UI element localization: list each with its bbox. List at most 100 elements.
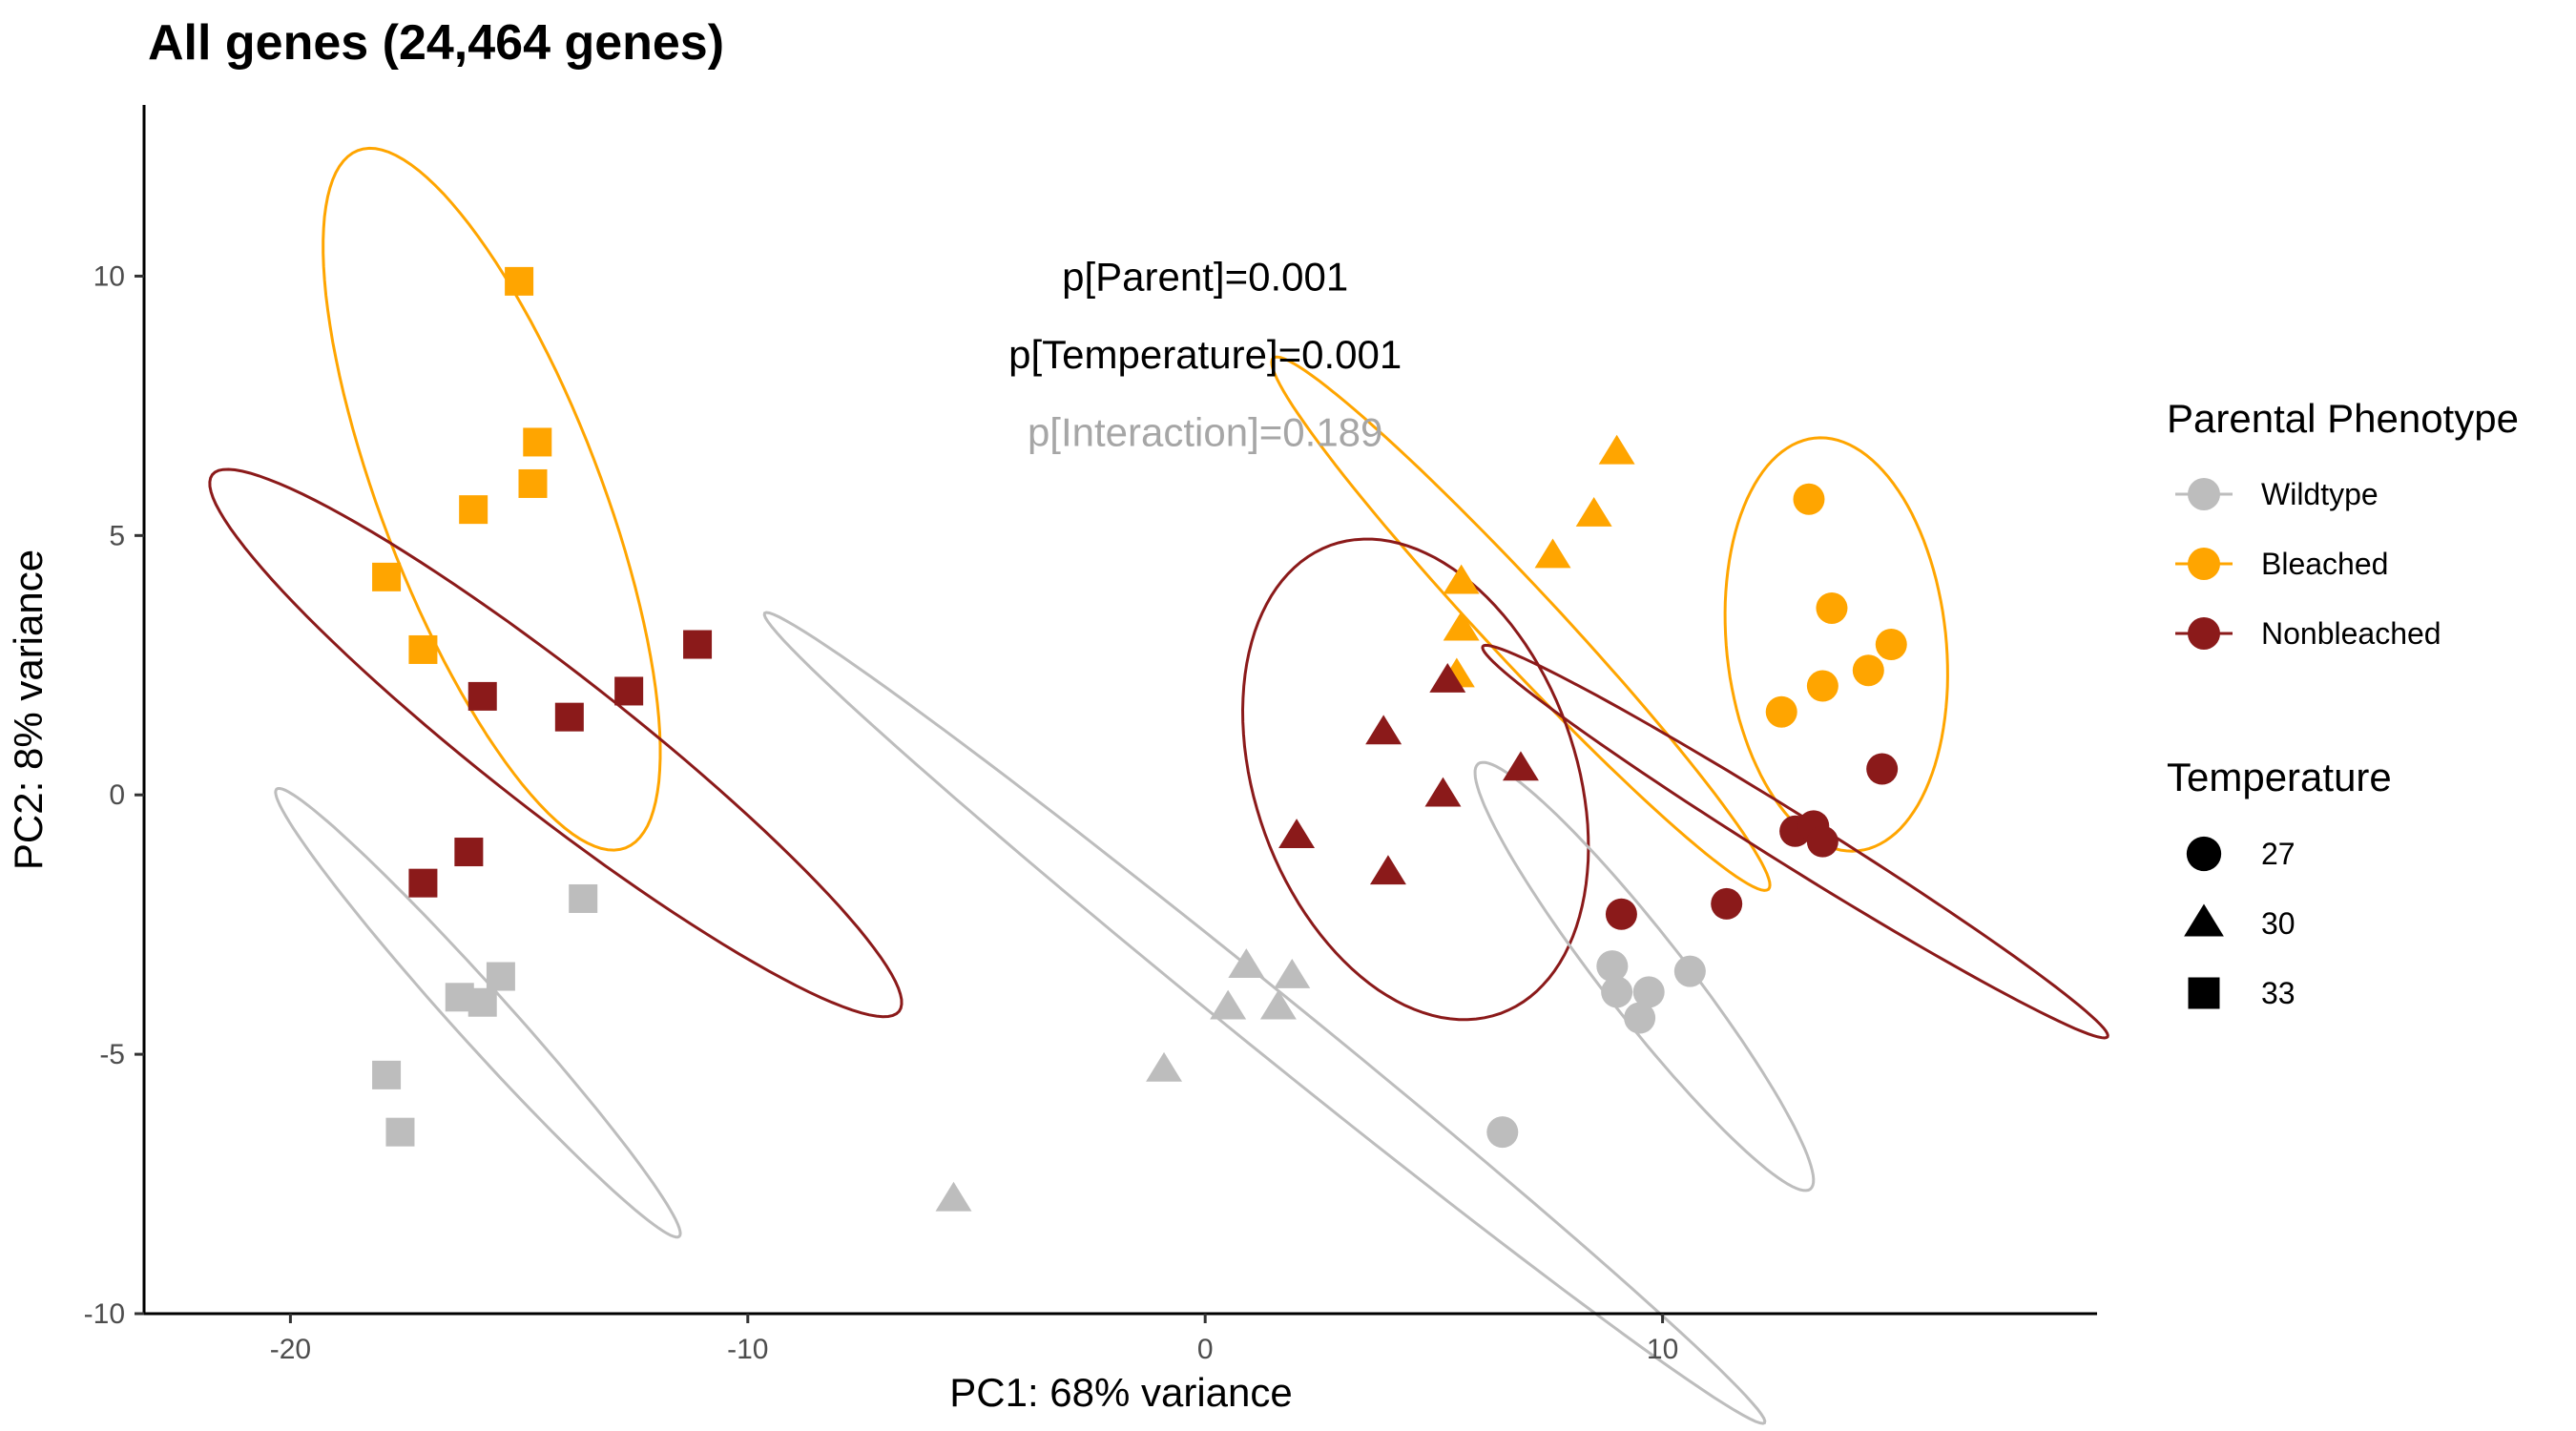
data-point <box>935 1181 972 1212</box>
series-bleached-33 <box>372 266 552 664</box>
series-wildtype-27 <box>1486 950 1706 1149</box>
ellipse-bleached-33 <box>322 146 662 852</box>
legend-shape-triangle <box>2184 903 2224 937</box>
data-point <box>1598 434 1635 465</box>
data-point <box>372 562 402 591</box>
data-point <box>505 266 534 296</box>
data-point <box>1806 670 1839 702</box>
data-point <box>683 630 713 659</box>
ellipse-wildtype-30 <box>762 611 1767 1425</box>
y-tick-label: 10 <box>93 260 125 292</box>
data-point <box>1596 950 1629 983</box>
legend-item-bleached: Bleached <box>2175 547 2388 581</box>
data-point <box>1866 753 1899 785</box>
data-point <box>1534 538 1571 569</box>
data-point <box>1443 611 1480 641</box>
data-point <box>1146 1051 1183 1082</box>
data-points <box>372 266 1907 1212</box>
data-point <box>1765 695 1797 728</box>
data-point <box>372 1060 402 1089</box>
ellipse-nonbleached-30 <box>1240 537 1590 1022</box>
y-axis-title: PC2: 8% variance <box>6 550 51 870</box>
stat-annotation: p[Interaction]=0.189 <box>1028 410 1382 455</box>
x-tick-label: 0 <box>1197 1334 1214 1365</box>
series-wildtype-30 <box>935 948 1311 1212</box>
series-nonbleached-30 <box>1278 662 1539 885</box>
legend-item-temperature-33: 33 <box>2188 976 2296 1010</box>
stat-annotation: p[Parent]=0.001 <box>1062 254 1348 299</box>
ellipse-nonbleached-27 <box>1481 643 2109 1040</box>
legend-temperature-items: 27 30 33 <box>2184 836 2296 1010</box>
data-point <box>1575 496 1612 527</box>
data-point <box>614 676 644 706</box>
series-bleached-27 <box>1765 483 1907 728</box>
data-point <box>467 987 497 1017</box>
data-point <box>523 427 552 457</box>
data-point <box>1424 777 1462 807</box>
data-point <box>1852 654 1884 687</box>
legend-label: 30 <box>2261 906 2296 941</box>
axis-ticks: -20 -10 0 10 -10 -5 0 5 10 <box>84 260 1679 1365</box>
data-point <box>454 838 484 867</box>
data-point <box>1793 483 1825 515</box>
data-point <box>1278 819 1316 849</box>
data-point <box>385 1117 415 1147</box>
y-tick-label: -5 <box>99 1039 125 1070</box>
legend-label: 33 <box>2261 976 2296 1010</box>
legend-swatch <box>2188 548 2220 580</box>
stat-annotation: p[Temperature]=0.001 <box>1008 332 1402 377</box>
ellipse-wildtype-33 <box>274 787 682 1239</box>
data-point <box>1605 898 1637 930</box>
x-tick-label: 10 <box>1647 1334 1678 1365</box>
legend-item-temperature-27: 27 <box>2186 836 2296 872</box>
legend-title-temperature: Temperature <box>2167 755 2392 799</box>
legend-item-wildtype: Wildtype <box>2175 477 2379 511</box>
data-point <box>1443 564 1480 594</box>
data-point <box>1369 855 1406 885</box>
data-point <box>1816 591 1848 624</box>
data-point <box>408 634 438 664</box>
data-point <box>1673 955 1706 987</box>
data-point <box>1228 948 1265 978</box>
data-point <box>1274 958 1311 988</box>
data-point <box>1502 751 1539 781</box>
legend: Parental Phenotype Wildtype Bleached Nonbl… <box>2167 396 2519 1010</box>
data-point <box>1624 1002 1656 1034</box>
axes <box>142 105 2097 1316</box>
data-point <box>467 681 497 711</box>
data-point <box>1806 825 1839 858</box>
data-point <box>1632 976 1665 1008</box>
legend-label: Wildtype <box>2261 477 2379 511</box>
data-point <box>1429 662 1466 693</box>
legend-label: Bleached <box>2261 547 2388 581</box>
data-point <box>1486 1116 1519 1149</box>
data-point <box>554 702 584 732</box>
ellipse-bleached-27 <box>1723 436 1949 853</box>
series-nonbleached-27 <box>1605 753 1899 930</box>
data-point <box>1601 976 1633 1008</box>
data-point <box>1259 989 1297 1020</box>
ellipse-nonbleached-33 <box>208 467 904 1019</box>
data-point <box>1875 629 1907 661</box>
legend-swatch <box>2188 617 2220 650</box>
legend-label: 27 <box>2261 837 2296 871</box>
data-point <box>1365 715 1402 745</box>
x-axis-title: PC1: 68% variance <box>949 1370 1293 1415</box>
data-point <box>486 962 515 991</box>
series-bleached-30 <box>1438 434 1635 688</box>
stat-annotations: p[Parent]=0.001 p[Temperature]=0.001 p[Int… <box>1008 254 1402 454</box>
x-tick-label: -20 <box>270 1334 311 1365</box>
legend-item-nonbleached: Nonbleached <box>2175 616 2441 651</box>
data-point <box>408 868 438 898</box>
data-point <box>1711 887 1743 920</box>
ellipse-wildtype-27 <box>1473 760 1816 1192</box>
data-point <box>1210 989 1247 1020</box>
legend-label: Nonbleached <box>2261 616 2441 651</box>
legend-phenotype-items: Wildtype Bleached Nonbleached <box>2175 477 2441 651</box>
data-point <box>459 495 488 525</box>
chart-title: All genes (24,464 genes) <box>148 15 724 71</box>
series-wildtype-33 <box>372 883 598 1147</box>
y-tick-label: 5 <box>109 520 125 551</box>
data-point <box>569 883 598 913</box>
